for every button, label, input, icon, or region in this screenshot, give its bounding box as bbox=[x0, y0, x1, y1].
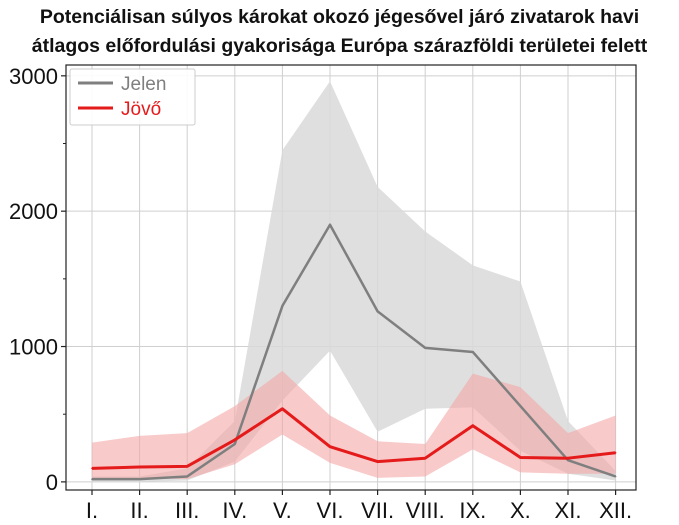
y-tick-label: 3000 bbox=[9, 64, 58, 89]
data-point bbox=[138, 466, 141, 468]
plot-frame bbox=[65, 64, 637, 491]
x-tick-label: X. bbox=[510, 498, 531, 523]
x-tick-label: V. bbox=[273, 498, 292, 523]
chart-title-line-1: Potenciálisan súlyos károkat okozó jéges… bbox=[40, 6, 639, 28]
data-point bbox=[281, 407, 284, 410]
legend: Jelen Jövő bbox=[69, 68, 196, 126]
x-tick-label: III. bbox=[175, 498, 199, 523]
x-tick-label: II. bbox=[130, 498, 148, 523]
data-point bbox=[186, 465, 188, 468]
data-point bbox=[281, 305, 284, 307]
data-point bbox=[91, 478, 93, 480]
y-tick-label: 0 bbox=[46, 470, 58, 495]
x-tick-label: XII. bbox=[599, 498, 632, 523]
data-point bbox=[519, 456, 522, 459]
data-point bbox=[376, 460, 379, 463]
data-point bbox=[614, 451, 617, 454]
y-axis: 0 1000 2000 3000 bbox=[9, 64, 66, 495]
x-tick-label: IV. bbox=[222, 498, 247, 523]
y-tick-label: 1000 bbox=[9, 335, 58, 360]
x-tick-label: VIII. bbox=[406, 498, 445, 523]
data-point bbox=[234, 443, 236, 445]
x-tick-label: I. bbox=[86, 498, 98, 523]
series-lines bbox=[91, 223, 617, 481]
legend-label-jelen: Jelen bbox=[121, 74, 166, 95]
data-point bbox=[519, 405, 522, 407]
data-point bbox=[424, 457, 427, 459]
y-tick-label: 2000 bbox=[9, 199, 58, 224]
x-axis: I. II. III. IV. V. VI. VII. VIII. IX. X. XI. XII. bbox=[86, 490, 632, 523]
data-point bbox=[614, 475, 617, 478]
legend-label-jovo: Jövő bbox=[121, 99, 161, 120]
x-tick-label: IX. bbox=[459, 498, 486, 523]
data-point bbox=[376, 310, 379, 313]
data-point bbox=[234, 439, 236, 441]
data-point bbox=[472, 424, 474, 427]
data-point bbox=[567, 459, 569, 462]
data-point bbox=[472, 351, 474, 353]
data-point bbox=[424, 347, 427, 349]
data-point bbox=[329, 223, 331, 226]
data-point bbox=[138, 478, 141, 480]
chart-title-line-2: átlagos előfordulási gyakorisága Európa … bbox=[32, 35, 648, 57]
data-point bbox=[91, 467, 93, 470]
x-tick-label: VI. bbox=[317, 498, 344, 523]
x-tick-label: VII. bbox=[361, 498, 394, 523]
series-line-jovo bbox=[91, 407, 616, 470]
data-point bbox=[329, 445, 331, 448]
data-point bbox=[186, 475, 188, 478]
series-line-jelen bbox=[92, 223, 617, 481]
data-point bbox=[567, 457, 569, 459]
x-tick-label: XI. bbox=[555, 498, 582, 523]
